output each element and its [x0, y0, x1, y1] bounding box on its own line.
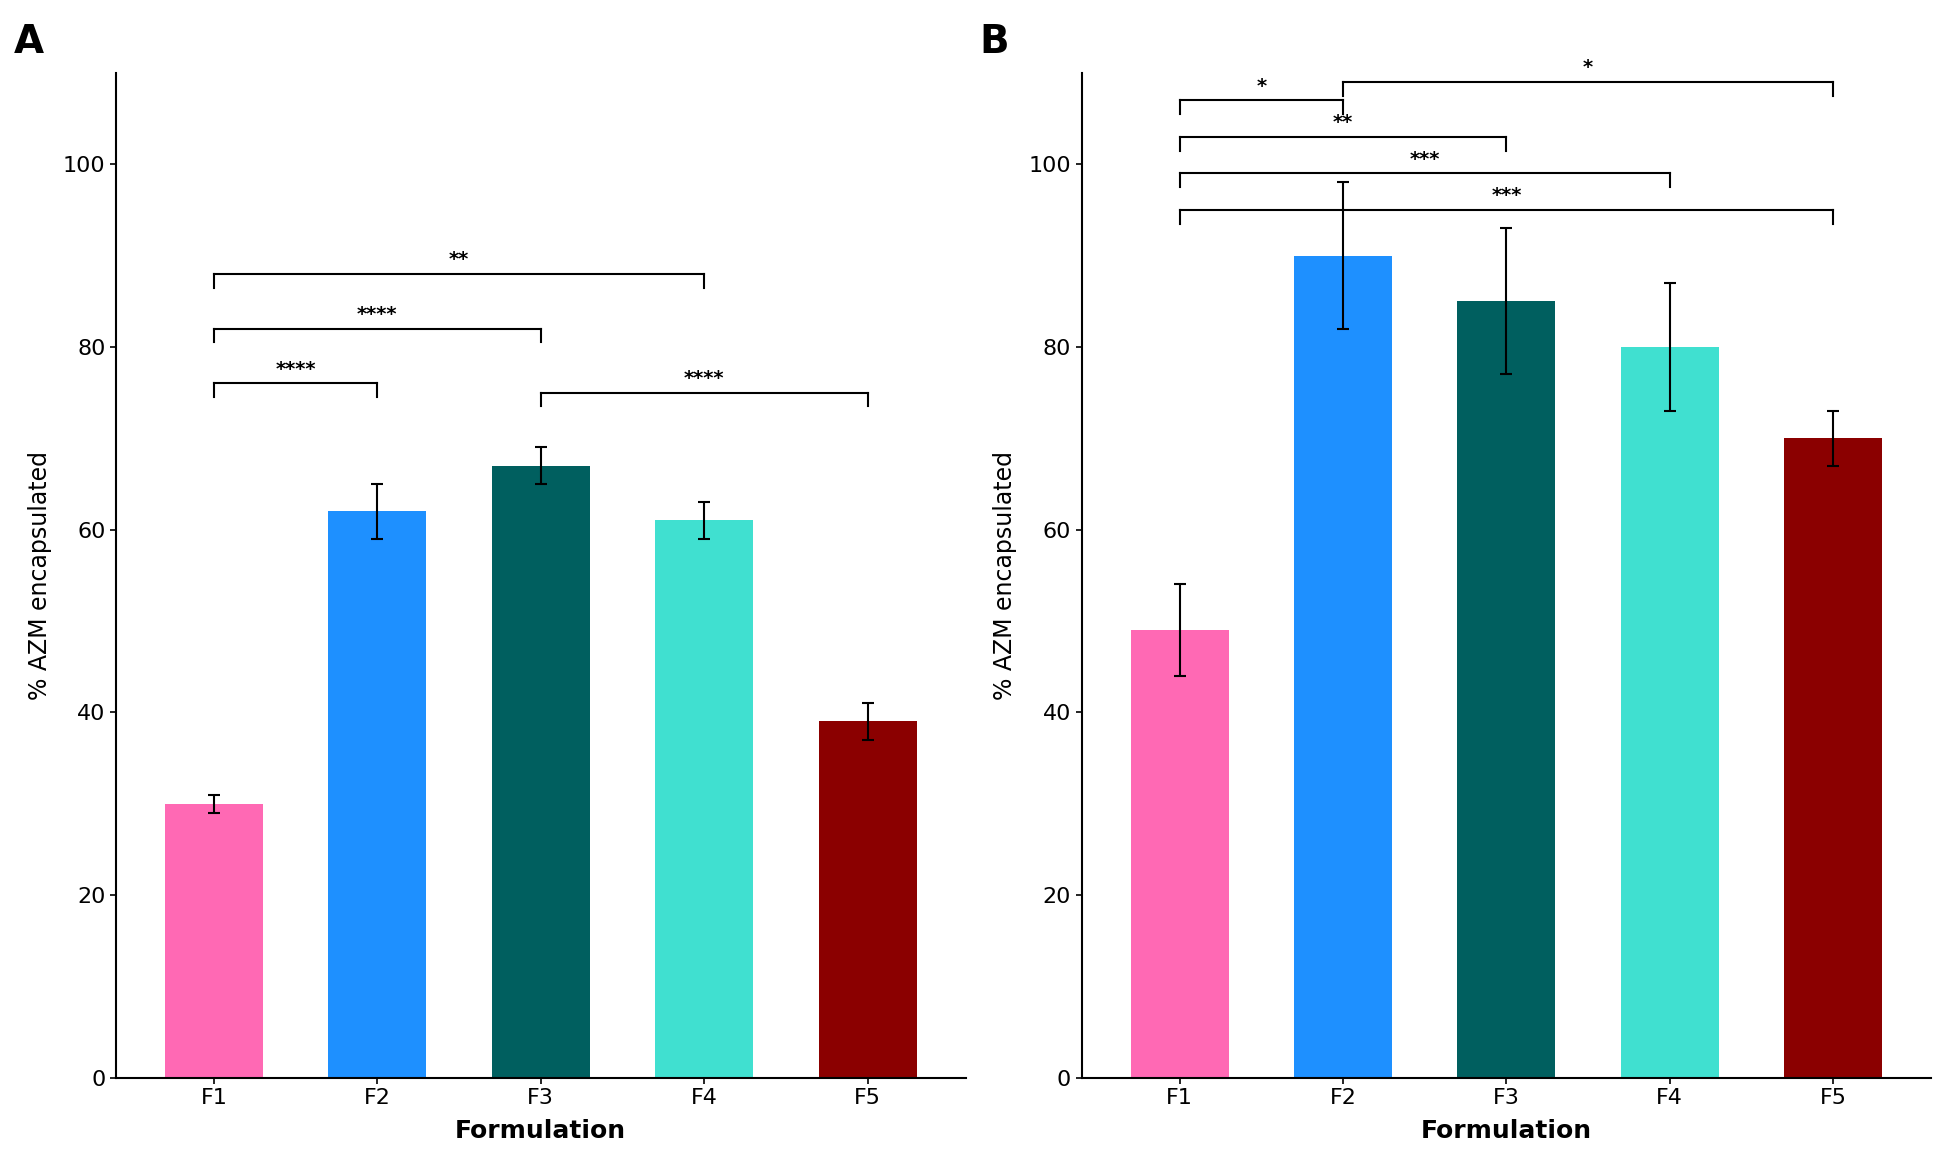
X-axis label: Formulation: Formulation	[454, 1119, 627, 1143]
Text: ***: ***	[1491, 186, 1522, 205]
Bar	[1295, 255, 1393, 1077]
Bar	[329, 512, 427, 1077]
Text: **: **	[449, 251, 470, 269]
Text: ****: ****	[684, 369, 725, 388]
Bar	[819, 721, 917, 1077]
Bar	[1785, 438, 1883, 1077]
Text: A: A	[14, 22, 45, 61]
Bar	[165, 803, 263, 1077]
Text: **: **	[1332, 114, 1354, 132]
Y-axis label: % AZM encapsulated: % AZM encapsulated	[993, 451, 1017, 700]
Text: ***: ***	[1409, 150, 1440, 169]
Bar	[1620, 347, 1718, 1077]
Y-axis label: % AZM encapsulated: % AZM encapsulated	[27, 451, 51, 700]
Bar	[492, 466, 590, 1077]
Bar	[1130, 630, 1228, 1077]
Text: ****: ****	[276, 359, 315, 379]
X-axis label: Formulation: Formulation	[1420, 1119, 1593, 1143]
Text: ****: ****	[357, 306, 398, 324]
Bar	[654, 520, 752, 1077]
Text: B: B	[980, 22, 1009, 61]
Text: *: *	[1583, 59, 1593, 77]
Bar	[1457, 301, 1555, 1077]
Text: *: *	[1256, 76, 1266, 96]
